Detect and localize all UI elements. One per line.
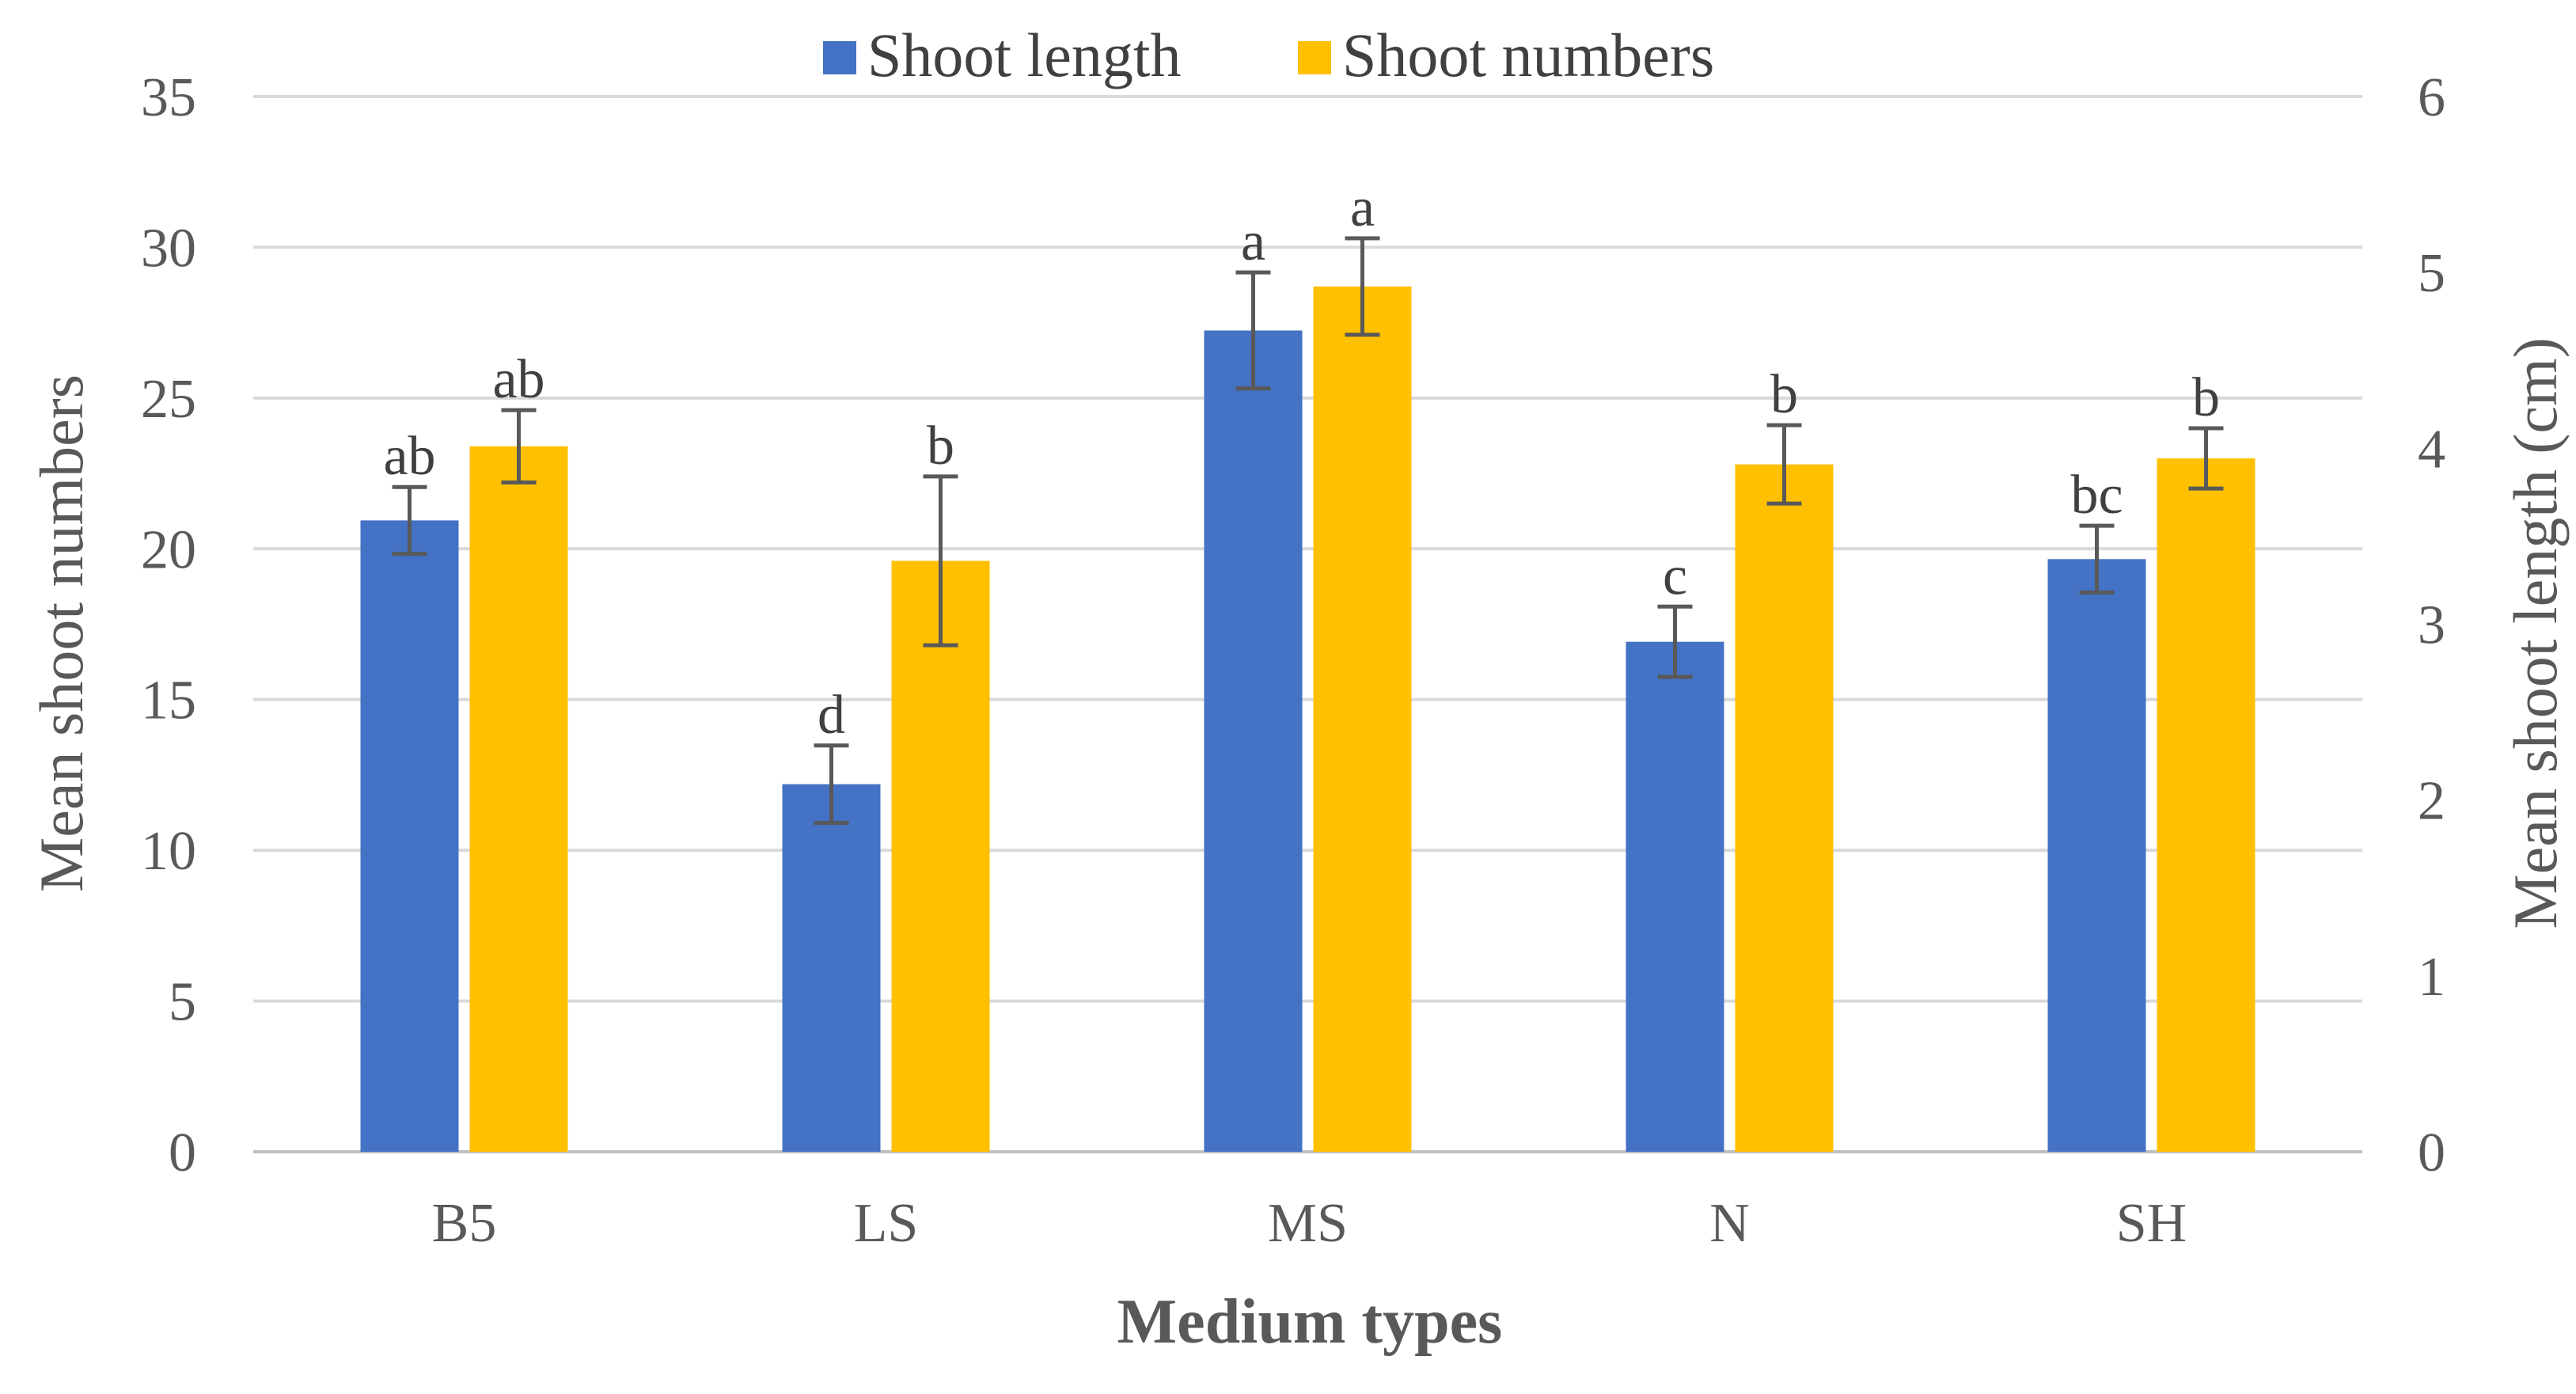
bar — [360, 520, 459, 1152]
bar — [891, 560, 990, 1152]
x-tick-label: SH — [2116, 1193, 2187, 1254]
significance-label: bc — [2070, 465, 2123, 526]
significance-label: ab — [383, 426, 435, 487]
significance-label: c — [1663, 545, 1687, 606]
significance-label: d — [818, 685, 845, 746]
right-tick-label: 0 — [2418, 1122, 2445, 1183]
right-tick-label: 5 — [2418, 243, 2445, 304]
x-tick-label: N — [1709, 1193, 1750, 1254]
legend-label-shoot-length: Shoot length — [867, 21, 1182, 89]
legend-swatch-shoot-length — [823, 41, 856, 74]
bar — [2047, 559, 2146, 1152]
significance-label: ab — [492, 349, 544, 410]
legend-label-shoot-numbers: Shoot numbers — [1342, 21, 1714, 89]
left-tick-label: 20 — [141, 519, 196, 580]
significance-label: b — [2192, 367, 2220, 428]
left-tick-label: 10 — [141, 821, 196, 882]
right-tick-label: 3 — [2418, 595, 2445, 656]
left-tick-label: 0 — [169, 1122, 196, 1183]
right-tick-label: 2 — [2418, 771, 2445, 832]
legend-swatch-shoot-numbers — [1298, 41, 1331, 74]
gridlines — [253, 95, 2362, 1153]
left-tick-label: 15 — [141, 670, 196, 731]
bar — [1313, 286, 1412, 1153]
right-tick-label: 1 — [2418, 947, 2445, 1008]
x-tick-label: MS — [1268, 1193, 1348, 1254]
left-tick-label: 30 — [141, 218, 196, 279]
y-axis-title-left: Mean shoot numbers — [27, 374, 96, 892]
bar — [1626, 641, 1724, 1152]
bar — [469, 446, 568, 1152]
significance-label: a — [1241, 211, 1265, 272]
right-tick-label: 6 — [2418, 67, 2445, 128]
bar — [782, 784, 881, 1152]
legend: Shoot length Shoot numbers — [823, 21, 1714, 89]
bar — [1735, 464, 1834, 1152]
bar — [1204, 330, 1303, 1152]
left-tick-label: 25 — [141, 369, 196, 430]
significance-label: b — [1770, 364, 1798, 425]
significance-label: b — [927, 416, 954, 477]
x-axis-title: Medium types — [1117, 1287, 1503, 1357]
x-tick-label: LS — [854, 1193, 919, 1254]
y-axis-title-right: Mean shoot length (cm) — [2501, 337, 2570, 929]
left-tick-label: 5 — [169, 972, 196, 1033]
left-tick-label: 35 — [141, 67, 196, 128]
tick-labels: 0 5 10 15 20 25 30 35 0 1 2 3 4 5 6 B5 LS MS N SH — [141, 67, 2445, 1254]
significance-label: a — [1350, 177, 1375, 238]
x-tick-label: B5 — [432, 1193, 497, 1254]
right-tick-label: 4 — [2418, 419, 2445, 480]
bar — [2157, 458, 2255, 1152]
